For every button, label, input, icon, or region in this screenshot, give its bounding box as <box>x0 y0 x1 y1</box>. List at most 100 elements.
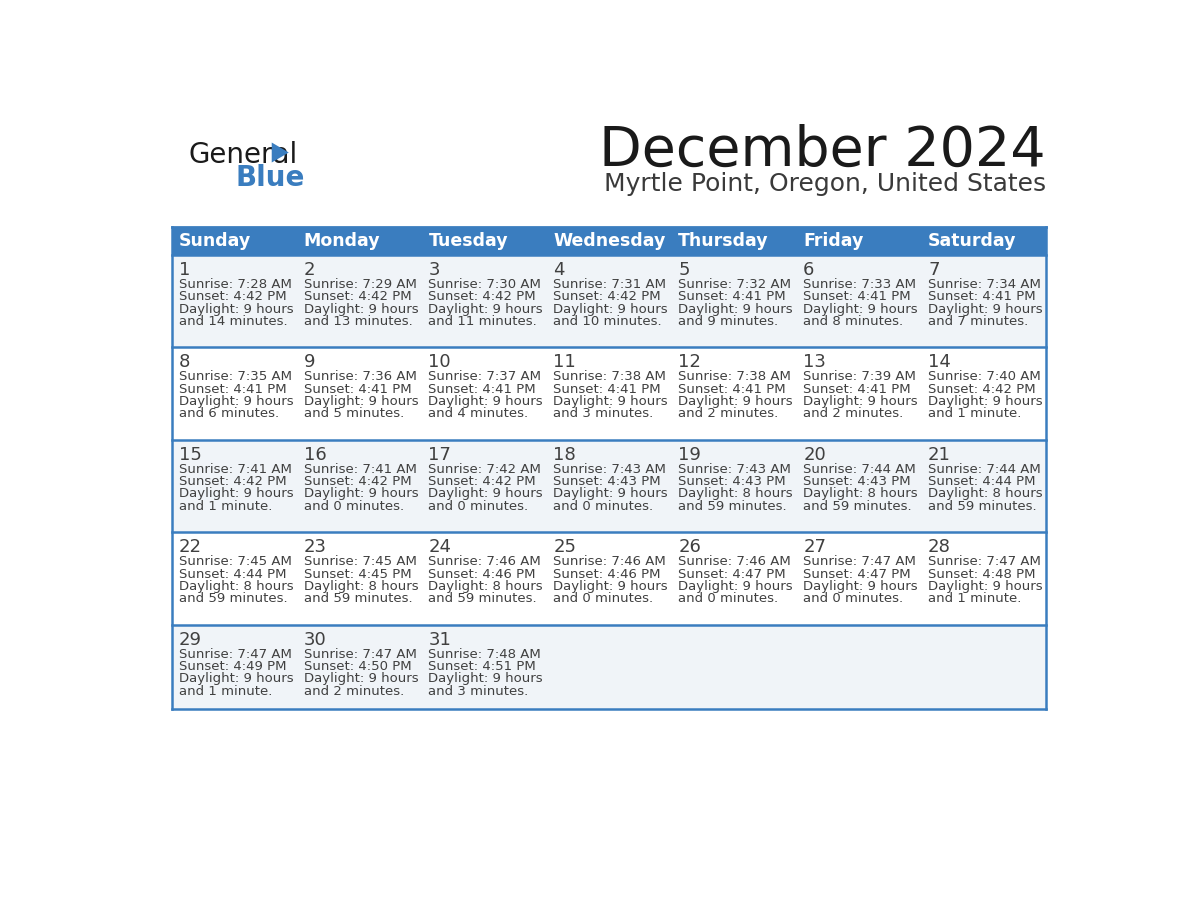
Text: Daylight: 9 hours: Daylight: 9 hours <box>429 672 543 685</box>
Text: Daylight: 9 hours: Daylight: 9 hours <box>554 395 668 409</box>
Text: 19: 19 <box>678 446 701 464</box>
Text: 23: 23 <box>304 538 327 556</box>
Text: Daylight: 9 hours: Daylight: 9 hours <box>554 487 668 500</box>
Text: 11: 11 <box>554 353 576 372</box>
Text: Daylight: 9 hours: Daylight: 9 hours <box>304 487 418 500</box>
Text: Sunset: 4:46 PM: Sunset: 4:46 PM <box>554 567 661 580</box>
Text: Sunrise: 7:35 AM: Sunrise: 7:35 AM <box>178 371 292 384</box>
Text: Daylight: 9 hours: Daylight: 9 hours <box>554 303 668 316</box>
Text: 6: 6 <box>803 261 815 279</box>
Text: Sunset: 4:42 PM: Sunset: 4:42 PM <box>304 476 411 488</box>
Text: Sunrise: 7:48 AM: Sunrise: 7:48 AM <box>429 647 542 661</box>
Text: Sunset: 4:42 PM: Sunset: 4:42 PM <box>178 290 286 303</box>
Text: 31: 31 <box>429 631 451 649</box>
Text: 8: 8 <box>178 353 190 372</box>
Text: Sunset: 4:42 PM: Sunset: 4:42 PM <box>928 383 1036 396</box>
Text: Sunset: 4:43 PM: Sunset: 4:43 PM <box>803 476 911 488</box>
Bar <box>546 227 671 255</box>
Bar <box>172 532 1045 624</box>
Text: Sunrise: 7:46 AM: Sunrise: 7:46 AM <box>554 555 666 568</box>
Text: Sunrise: 7:43 AM: Sunrise: 7:43 AM <box>554 463 666 476</box>
Text: and 5 minutes.: and 5 minutes. <box>304 408 404 420</box>
Text: Daylight: 9 hours: Daylight: 9 hours <box>803 580 918 593</box>
Text: and 2 minutes.: and 2 minutes. <box>803 408 903 420</box>
Text: Wednesday: Wednesday <box>554 232 665 250</box>
Text: 9: 9 <box>304 353 315 372</box>
Text: Sunset: 4:47 PM: Sunset: 4:47 PM <box>803 567 911 580</box>
Text: 18: 18 <box>554 446 576 464</box>
Text: Blue: Blue <box>235 164 304 192</box>
Text: Daylight: 8 hours: Daylight: 8 hours <box>803 487 918 500</box>
Text: and 0 minutes.: and 0 minutes. <box>678 592 778 605</box>
Text: 28: 28 <box>928 538 950 556</box>
Text: Sunset: 4:46 PM: Sunset: 4:46 PM <box>429 567 536 580</box>
Text: Sunset: 4:51 PM: Sunset: 4:51 PM <box>429 660 536 673</box>
Text: Daylight: 8 hours: Daylight: 8 hours <box>928 487 1043 500</box>
Text: and 59 minutes.: and 59 minutes. <box>928 499 1037 513</box>
Text: Myrtle Point, Oregon, United States: Myrtle Point, Oregon, United States <box>604 172 1045 196</box>
Text: 24: 24 <box>429 538 451 556</box>
Text: Sunset: 4:43 PM: Sunset: 4:43 PM <box>554 476 661 488</box>
Bar <box>172 227 297 255</box>
Text: Sunset: 4:45 PM: Sunset: 4:45 PM <box>304 567 411 580</box>
Text: and 1 minute.: and 1 minute. <box>928 592 1022 605</box>
Text: Daylight: 9 hours: Daylight: 9 hours <box>803 303 918 316</box>
Text: 5: 5 <box>678 261 690 279</box>
Text: General: General <box>189 141 298 169</box>
Text: Sunrise: 7:38 AM: Sunrise: 7:38 AM <box>554 371 666 384</box>
Text: and 11 minutes.: and 11 minutes. <box>429 315 537 328</box>
Text: Sunset: 4:48 PM: Sunset: 4:48 PM <box>928 567 1036 580</box>
Text: and 1 minute.: and 1 minute. <box>178 499 272 513</box>
Text: Daylight: 8 hours: Daylight: 8 hours <box>429 580 543 593</box>
Text: Sunset: 4:42 PM: Sunset: 4:42 PM <box>429 290 536 303</box>
Text: Sunrise: 7:47 AM: Sunrise: 7:47 AM <box>803 555 916 568</box>
Text: and 14 minutes.: and 14 minutes. <box>178 315 287 328</box>
Text: and 6 minutes.: and 6 minutes. <box>178 408 279 420</box>
Text: Sunset: 4:41 PM: Sunset: 4:41 PM <box>178 383 286 396</box>
Text: Sunrise: 7:31 AM: Sunrise: 7:31 AM <box>554 278 666 291</box>
Text: Sunrise: 7:44 AM: Sunrise: 7:44 AM <box>928 463 1041 476</box>
Text: Sunset: 4:50 PM: Sunset: 4:50 PM <box>304 660 411 673</box>
Text: 21: 21 <box>928 446 950 464</box>
Text: and 3 minutes.: and 3 minutes. <box>429 685 529 698</box>
Text: Sunset: 4:44 PM: Sunset: 4:44 PM <box>178 567 286 580</box>
Text: Sunrise: 7:32 AM: Sunrise: 7:32 AM <box>678 278 791 291</box>
Text: and 0 minutes.: and 0 minutes. <box>554 592 653 605</box>
Text: Sunrise: 7:39 AM: Sunrise: 7:39 AM <box>803 371 916 384</box>
Text: Sunrise: 7:38 AM: Sunrise: 7:38 AM <box>678 371 791 384</box>
Text: Daylight: 8 hours: Daylight: 8 hours <box>178 580 293 593</box>
Text: Sunset: 4:41 PM: Sunset: 4:41 PM <box>304 383 411 396</box>
Text: Daylight: 8 hours: Daylight: 8 hours <box>678 487 792 500</box>
Text: 7: 7 <box>928 261 940 279</box>
Text: Daylight: 9 hours: Daylight: 9 hours <box>304 303 418 316</box>
Text: and 0 minutes.: and 0 minutes. <box>429 499 529 513</box>
Text: and 59 minutes.: and 59 minutes. <box>178 592 287 605</box>
Text: Sunset: 4:41 PM: Sunset: 4:41 PM <box>678 383 786 396</box>
Text: Sunrise: 7:46 AM: Sunrise: 7:46 AM <box>429 555 542 568</box>
Text: Sunset: 4:41 PM: Sunset: 4:41 PM <box>429 383 536 396</box>
Text: 29: 29 <box>178 631 202 649</box>
Text: and 1 minute.: and 1 minute. <box>178 685 272 698</box>
Text: Daylight: 9 hours: Daylight: 9 hours <box>304 395 418 409</box>
Text: 26: 26 <box>678 538 701 556</box>
Text: 30: 30 <box>304 631 327 649</box>
Text: Daylight: 9 hours: Daylight: 9 hours <box>178 303 293 316</box>
Text: and 3 minutes.: and 3 minutes. <box>554 408 653 420</box>
Text: and 59 minutes.: and 59 minutes. <box>678 499 786 513</box>
Text: Daylight: 9 hours: Daylight: 9 hours <box>803 395 918 409</box>
Bar <box>172 347 1045 440</box>
Text: 4: 4 <box>554 261 564 279</box>
Text: December 2024: December 2024 <box>599 124 1045 178</box>
Text: and 0 minutes.: and 0 minutes. <box>304 499 404 513</box>
Text: Sunrise: 7:36 AM: Sunrise: 7:36 AM <box>304 371 417 384</box>
Text: 17: 17 <box>429 446 451 464</box>
Text: and 2 minutes.: and 2 minutes. <box>678 408 778 420</box>
Text: Sunset: 4:41 PM: Sunset: 4:41 PM <box>803 383 911 396</box>
Text: Sunrise: 7:44 AM: Sunrise: 7:44 AM <box>803 463 916 476</box>
Text: Daylight: 8 hours: Daylight: 8 hours <box>304 580 418 593</box>
Text: Sunrise: 7:29 AM: Sunrise: 7:29 AM <box>304 278 417 291</box>
Text: Daylight: 9 hours: Daylight: 9 hours <box>429 487 543 500</box>
Text: and 10 minutes.: and 10 minutes. <box>554 315 662 328</box>
Bar <box>172 440 1045 532</box>
Text: Sunrise: 7:33 AM: Sunrise: 7:33 AM <box>803 278 916 291</box>
